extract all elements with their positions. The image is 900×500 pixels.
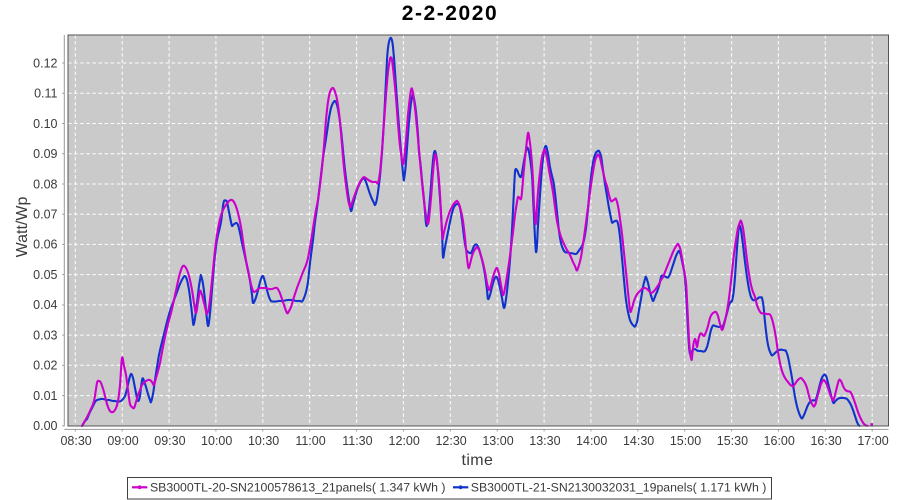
svg-text:10:30: 10:30 [248,434,279,448]
svg-text:2-2-2020: 2-2-2020 [402,2,498,25]
svg-text:0.00: 0.00 [33,419,57,433]
svg-text:16:30: 16:30 [810,434,841,448]
svg-text:time: time [461,452,493,469]
svg-text:14:00: 14:00 [576,434,607,448]
svg-text:12:00: 12:00 [389,434,420,448]
svg-text:13:30: 13:30 [529,434,560,448]
svg-text:09:30: 09:30 [154,434,185,448]
svg-text:0.10: 0.10 [33,117,57,131]
svg-text:0.11: 0.11 [34,87,57,101]
svg-text:SB3000TL-20-SN2100578613_21pan: SB3000TL-20-SN2100578613_21panels( 1.347… [150,481,446,495]
svg-text:10:00: 10:00 [201,434,232,448]
svg-text:0.08: 0.08 [33,177,57,191]
svg-text:12:30: 12:30 [435,434,466,448]
svg-text:11:30: 11:30 [342,434,372,448]
svg-text:0.12: 0.12 [33,56,57,70]
svg-text:0.01: 0.01 [33,389,57,403]
svg-text:0.02: 0.02 [33,359,57,373]
svg-text:15:00: 15:00 [670,434,701,448]
svg-text:14:30: 14:30 [623,434,654,448]
svg-text:16:00: 16:00 [764,434,795,448]
svg-text:13:00: 13:00 [482,434,513,448]
svg-text:0.03: 0.03 [33,328,57,342]
svg-text:15:30: 15:30 [717,434,748,448]
svg-text:11:00: 11:00 [295,434,325,448]
svg-text:SB3000TL-21-SN2130032031_19pan: SB3000TL-21-SN2130032031_19panels( 1.171… [471,481,767,495]
svg-text:08:30: 08:30 [60,434,91,448]
svg-text:0.05: 0.05 [33,268,57,282]
svg-text:17:00: 17:00 [857,434,888,448]
svg-text:Watt/Wp: Watt/Wp [14,197,31,258]
svg-text:09:00: 09:00 [107,434,138,448]
svg-text:0.09: 0.09 [33,147,57,161]
svg-text:0.07: 0.07 [33,208,57,222]
svg-text:0.04: 0.04 [33,298,57,312]
svg-text:0.06: 0.06 [33,238,57,252]
